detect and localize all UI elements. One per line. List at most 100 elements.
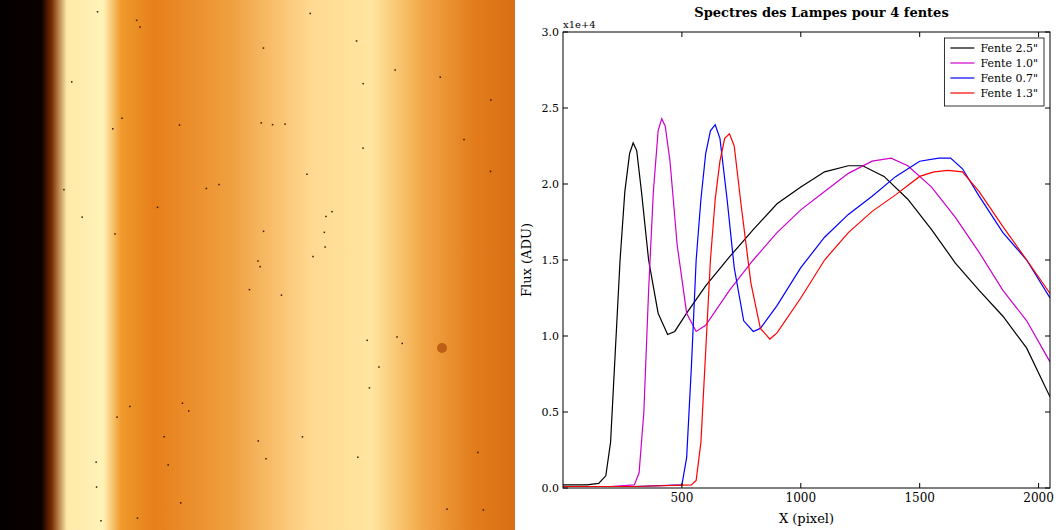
legend-swatch bbox=[950, 77, 974, 78]
image-pixel bbox=[310, 13, 312, 15]
image-pixel bbox=[180, 502, 182, 504]
image-pixel bbox=[356, 40, 358, 42]
series-line bbox=[563, 143, 1050, 485]
image-pixel bbox=[394, 69, 396, 71]
image-pixel bbox=[136, 20, 138, 22]
image-pixel bbox=[263, 47, 265, 49]
y-tick-label: 3.0 bbox=[542, 26, 560, 39]
y-tick bbox=[1045, 32, 1050, 33]
x-tick-label: 1500 bbox=[904, 491, 935, 505]
image-pixel bbox=[96, 486, 98, 488]
image-pixel bbox=[257, 260, 259, 262]
image-pixel bbox=[396, 336, 398, 338]
image-pixel bbox=[121, 118, 123, 120]
image-pixel bbox=[97, 11, 99, 13]
image-pixel bbox=[265, 458, 267, 460]
image-pixel bbox=[440, 76, 442, 78]
image-pixel bbox=[114, 233, 116, 235]
legend-swatch bbox=[950, 92, 974, 93]
image-pixel bbox=[129, 406, 131, 408]
y-tick-label: 1.0 bbox=[542, 330, 560, 343]
x-tick bbox=[919, 483, 920, 488]
image-pixel bbox=[71, 81, 73, 83]
image-pixel bbox=[81, 216, 83, 218]
image-spot bbox=[437, 343, 447, 353]
image-pixel bbox=[463, 139, 465, 141]
image-pixel bbox=[324, 232, 326, 234]
image-pixel bbox=[272, 124, 274, 126]
image-pixel bbox=[112, 128, 114, 130]
image-pixel bbox=[263, 231, 265, 233]
y-tick-label: 0.0 bbox=[542, 482, 560, 495]
legend-label: Fente 1.0" bbox=[980, 57, 1038, 70]
lines bbox=[563, 119, 1050, 487]
image-pixel bbox=[100, 520, 102, 522]
image-pixel bbox=[366, 340, 368, 342]
legend-label: Fente 1.3" bbox=[980, 87, 1038, 100]
image-pixel bbox=[362, 147, 364, 149]
legend-swatch bbox=[950, 62, 974, 63]
image-pixel bbox=[369, 387, 371, 389]
image-pixel bbox=[167, 464, 169, 466]
image-pixel bbox=[284, 123, 286, 125]
image-pixel bbox=[446, 508, 448, 510]
y-tick-label: 2.0 bbox=[542, 178, 560, 191]
y-tick bbox=[563, 260, 568, 261]
y-scale-label: x1e+4 bbox=[563, 19, 596, 30]
y-tick bbox=[1045, 336, 1050, 337]
x-tick bbox=[681, 483, 682, 488]
image-pixel bbox=[259, 266, 261, 268]
image-pixel bbox=[157, 207, 159, 209]
image-pixel bbox=[306, 174, 308, 176]
x-tick bbox=[919, 32, 920, 37]
image-pixel bbox=[179, 124, 181, 126]
x-tick bbox=[681, 32, 682, 37]
image-pixel bbox=[116, 416, 118, 418]
y-tick bbox=[1045, 488, 1050, 489]
x-tick bbox=[1038, 483, 1039, 488]
image-pixel bbox=[139, 26, 141, 28]
series-line bbox=[563, 119, 1050, 487]
image-pixel bbox=[206, 188, 208, 190]
y-tick bbox=[563, 184, 568, 185]
legend-label: Fente 0.7" bbox=[980, 72, 1038, 85]
y-tick bbox=[1045, 184, 1050, 185]
image-pixel bbox=[477, 452, 479, 454]
y-tick-label: 1.5 bbox=[542, 254, 560, 267]
image-pixel bbox=[490, 171, 492, 173]
x-tick bbox=[800, 483, 801, 488]
image-pixel bbox=[188, 410, 190, 412]
series-line bbox=[563, 134, 1050, 487]
image-pixel bbox=[324, 246, 326, 248]
image-pixel bbox=[163, 436, 165, 438]
legend-label: Fente 2.5" bbox=[980, 42, 1038, 55]
image-pixel bbox=[137, 517, 139, 519]
y-tick-label: 0.5 bbox=[542, 406, 560, 419]
y-tick bbox=[563, 412, 568, 413]
series-line bbox=[563, 125, 1050, 487]
image-pixel bbox=[281, 294, 283, 296]
image-pixel bbox=[357, 457, 359, 459]
image-pixel bbox=[63, 189, 64, 191]
x-tick-label: 2000 bbox=[1023, 491, 1054, 505]
image-pixel bbox=[302, 436, 304, 438]
image-pixel bbox=[249, 289, 251, 291]
image-pixel bbox=[218, 184, 220, 186]
image-pixel bbox=[378, 366, 380, 368]
y-tick bbox=[1045, 412, 1050, 413]
y-tick bbox=[563, 108, 568, 109]
image-background bbox=[0, 0, 515, 530]
image-pixel bbox=[490, 99, 492, 101]
x-tick bbox=[800, 32, 801, 37]
legend-swatch bbox=[950, 47, 974, 48]
legend: Fente 2.5" Fente 1.0" Fente 0.7" Fente 1.3" bbox=[944, 38, 1044, 106]
image-pixel bbox=[362, 83, 364, 85]
plot-frame bbox=[563, 32, 1050, 488]
chart-title: Spectres des Lampes pour 4 fentes bbox=[694, 5, 948, 20]
y-tick bbox=[563, 336, 568, 337]
y-axis-title: Flux (ADU) bbox=[519, 223, 534, 297]
image-pixel bbox=[312, 256, 314, 257]
image-pixel bbox=[261, 122, 263, 124]
image-pixel bbox=[258, 440, 260, 442]
legend-box bbox=[944, 38, 1044, 106]
